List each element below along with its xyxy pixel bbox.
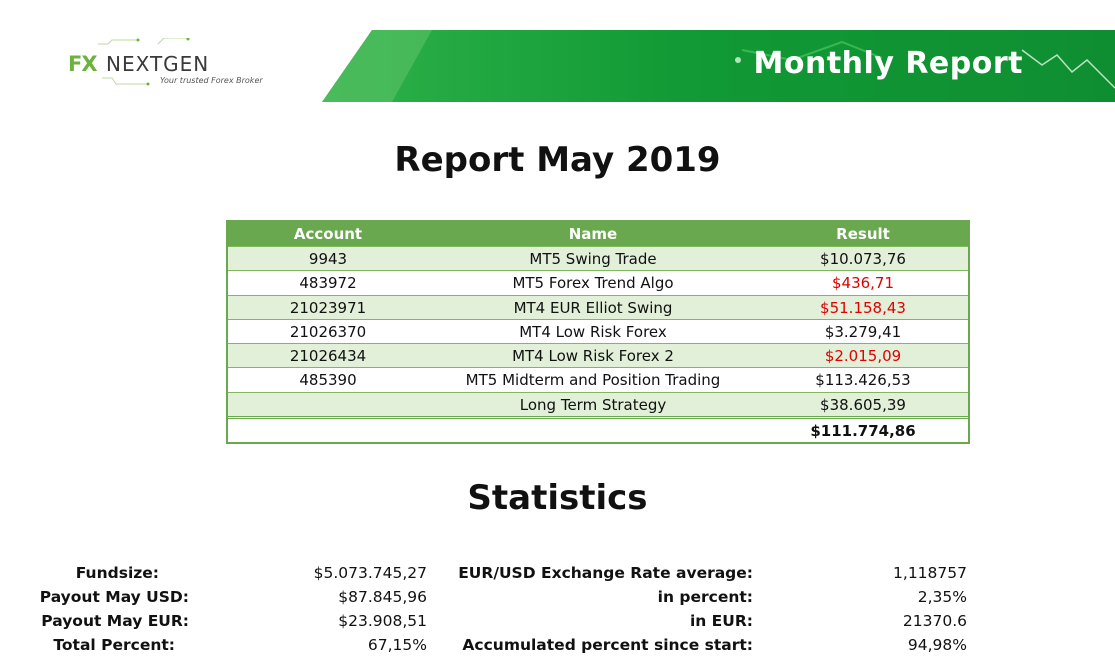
stat-label-payout-eur: Payout May EUR: bbox=[41, 612, 189, 630]
header-account: Account bbox=[293, 225, 363, 243]
name-cell: MT4 EUR Elliot Swing bbox=[513, 298, 673, 317]
account-cell: 9943 bbox=[308, 250, 348, 268]
stat-label-total-percent: Total Percent: bbox=[53, 636, 175, 654]
result-cell: $10.073,76 bbox=[820, 250, 906, 268]
stat-label-payout-usd: Payout May USD: bbox=[39, 588, 189, 606]
account-cell: 21023971 bbox=[289, 298, 367, 317]
logo-mark: FX bbox=[68, 52, 98, 76]
stat-value-in-percent: 2,35% bbox=[917, 588, 967, 606]
table-row: 485390 MT5 Midterm and Position Trading … bbox=[228, 367, 968, 391]
stat-value-accumulated-percent: 94,98% bbox=[907, 636, 967, 654]
fx-nextgen-logo: FX NEXTGEN Your trusted Forex Broker bbox=[68, 38, 263, 88]
table-row: 21026434 MT4 Low Risk Forex 2 $2.015,09 bbox=[228, 343, 968, 368]
header-banner bbox=[322, 30, 1115, 102]
logo-wordmark: NEXTGEN bbox=[106, 52, 210, 76]
stat-label-accumulated-percent: Accumulated percent since start: bbox=[462, 636, 753, 654]
name-cell: MT4 Low Risk Forex bbox=[519, 322, 667, 341]
header-result: Result bbox=[836, 225, 890, 243]
name-cell: MT5 Swing Trade bbox=[529, 250, 657, 268]
account-cell: 21026434 bbox=[289, 347, 367, 366]
result-cell: $51.158,43 bbox=[820, 298, 906, 317]
table-row: 483972 MT5 Forex Trend Algo $436,71 bbox=[228, 270, 968, 294]
table-total-row: $111.774,86 bbox=[228, 416, 968, 443]
result-cell: $113.426,53 bbox=[815, 371, 911, 390]
total-cell: $111.774,86 bbox=[810, 422, 916, 441]
stat-label-in-percent: in percent: bbox=[657, 588, 753, 606]
account-cell: 485390 bbox=[299, 371, 357, 390]
name-cell: MT5 Midterm and Position Trading bbox=[465, 371, 721, 390]
banner-title: Monthly Report bbox=[753, 46, 1023, 81]
table-row: 21023971 MT4 EUR Elliot Swing $51.158,43 bbox=[228, 294, 968, 319]
results-table: Account Name Result 9943 MT5 Swing Trade… bbox=[226, 220, 970, 445]
stat-value-exchange-rate: 1,118757 bbox=[893, 564, 967, 582]
table-row: 21026370 MT4 Low Risk Forex $3.279,41 bbox=[228, 318, 968, 343]
statistics-title: Statistics bbox=[467, 478, 648, 518]
stat-value-fundsize: $5.073.745,27 bbox=[313, 564, 427, 582]
stat-value-payout-eur: $23.908,51 bbox=[338, 612, 427, 630]
table-row: 9943 MT5 Swing Trade $10.073,76 bbox=[228, 246, 968, 271]
name-cell: Long Term Strategy bbox=[519, 395, 667, 414]
result-cell: $3.279,41 bbox=[824, 322, 902, 341]
report-header: FX NEXTGEN Your trusted Forex Broker Mon… bbox=[0, 0, 1115, 110]
account-cell: 21026370 bbox=[289, 322, 367, 341]
table-row: Long Term Strategy $38.605,39 bbox=[228, 391, 968, 417]
name-cell: MT5 Forex Trend Algo bbox=[512, 274, 674, 293]
stat-label-fundsize: Fundsize: bbox=[75, 564, 159, 582]
result-cell: $436,71 bbox=[831, 274, 895, 293]
result-cell: $38.605,39 bbox=[820, 395, 906, 414]
trend-line-icon bbox=[1021, 49, 1115, 89]
header-name: Name bbox=[568, 225, 618, 243]
stat-label-in-eur: in EUR: bbox=[689, 612, 753, 630]
circuit-lines-icon bbox=[98, 38, 190, 86]
table-header-row: Account Name Result bbox=[228, 222, 968, 246]
logo-tagline: Your trusted Forex Broker bbox=[160, 76, 263, 85]
stat-label-exchange-rate: EUR/USD Exchange Rate average: bbox=[458, 564, 753, 582]
account-cell bbox=[228, 393, 428, 416]
chart-line-icon bbox=[741, 40, 883, 62]
report-title: Report May 2019 bbox=[394, 140, 721, 180]
stat-value-in-eur: 21370.6 bbox=[902, 612, 967, 630]
name-cell: MT4 Low Risk Forex 2 bbox=[512, 347, 674, 366]
account-cell: 483972 bbox=[299, 274, 357, 293]
stat-value-payout-usd: $87.845,96 bbox=[338, 588, 427, 606]
result-cell: $2.015,09 bbox=[824, 347, 902, 366]
stat-value-total-percent: 67,15% bbox=[367, 636, 427, 654]
